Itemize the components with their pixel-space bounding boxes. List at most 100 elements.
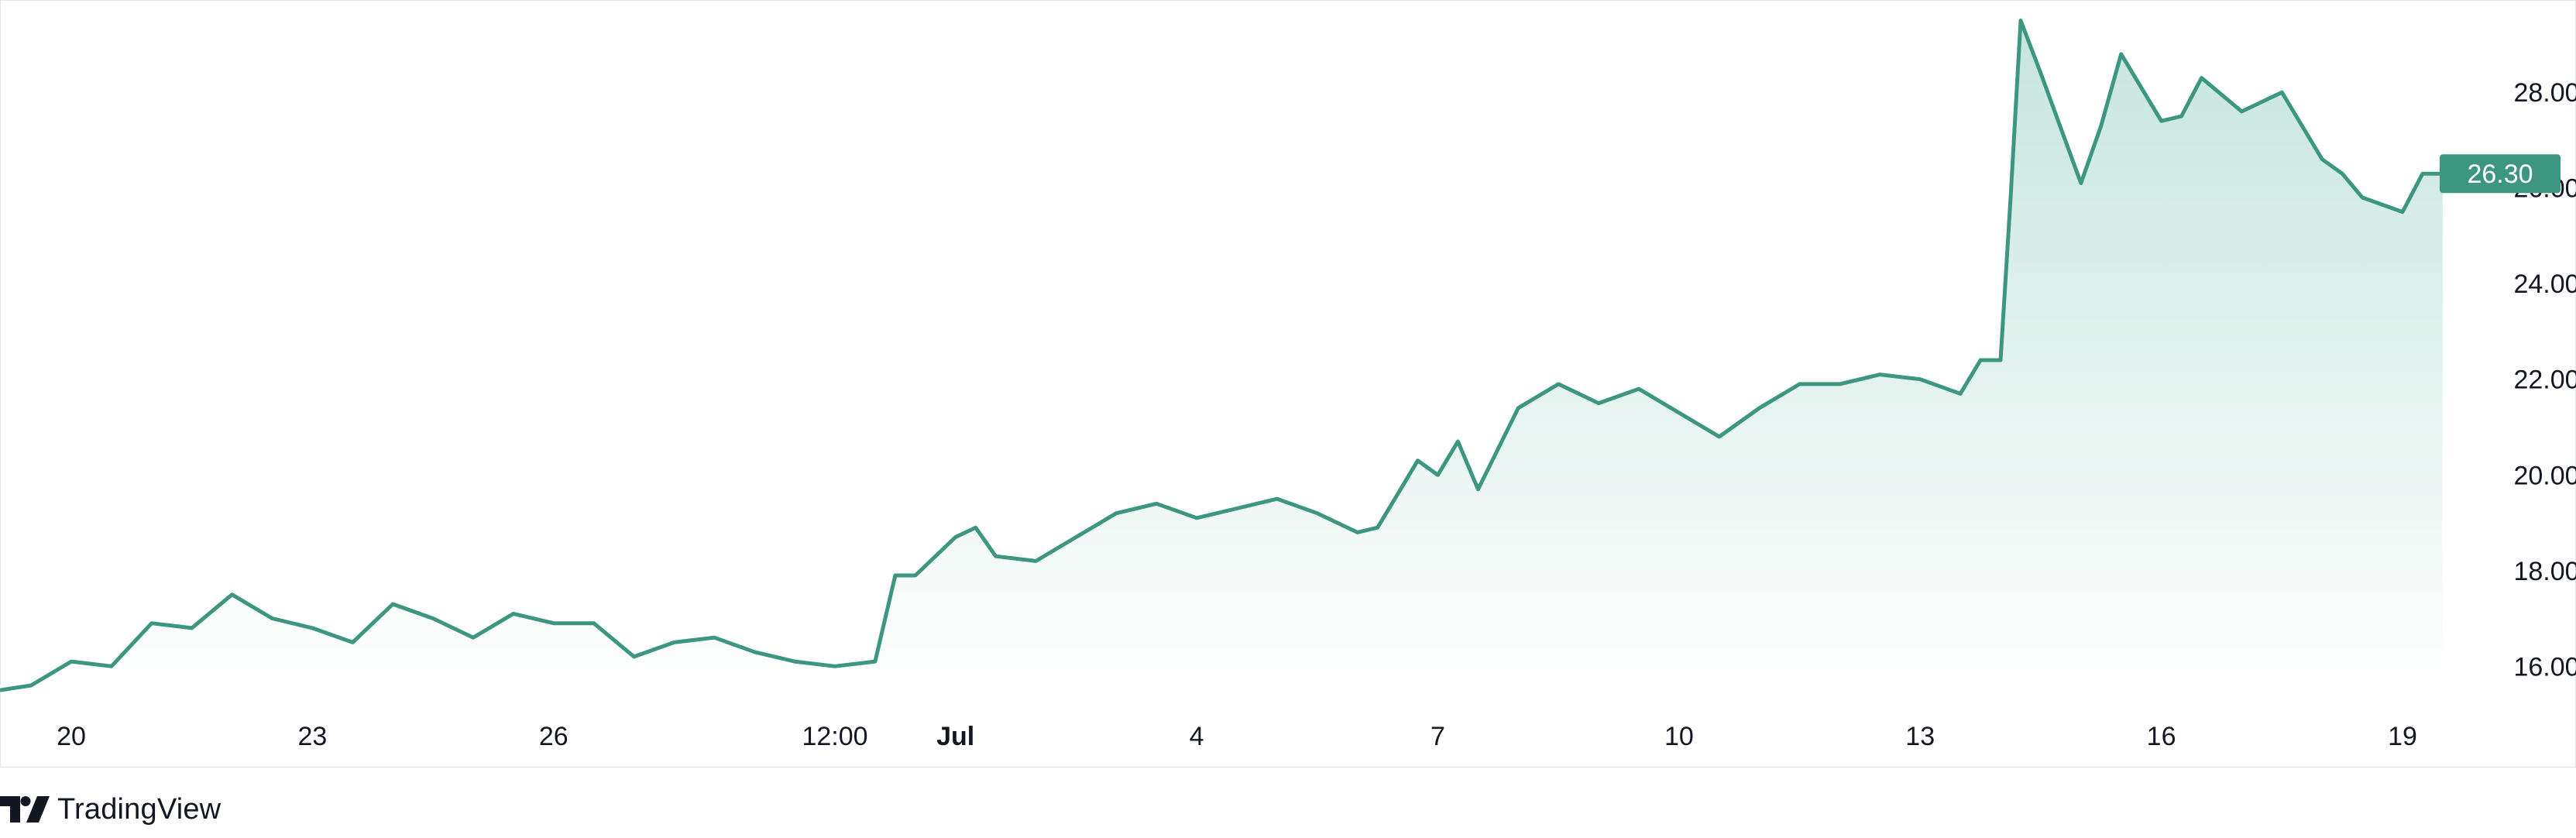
- data-point: [632, 654, 637, 659]
- x-tick-label: 19: [2388, 722, 2417, 751]
- data-point: [1073, 535, 1078, 540]
- y-tick-label: 16.00: [2513, 652, 2576, 682]
- data-point: [149, 621, 154, 626]
- data-point: [1998, 358, 2003, 362]
- data-point: [1114, 511, 1118, 516]
- data-point: [551, 621, 556, 626]
- data-point: [1235, 507, 1239, 511]
- area-fill: [0, 20, 2443, 691]
- data-point: [1918, 377, 1922, 382]
- data-point: [2400, 210, 2405, 215]
- data-point: [873, 659, 878, 664]
- data-point: [953, 535, 958, 540]
- data-point: [511, 611, 516, 616]
- tradingview-logo-icon: [0, 796, 50, 823]
- data-point: [109, 664, 114, 668]
- data-point: [2200, 76, 2204, 81]
- data-point: [1315, 511, 1320, 516]
- last-price-badge: [2440, 154, 2561, 194]
- data-point: [2239, 109, 2244, 114]
- data-point: [1154, 501, 1159, 506]
- data-point: [2420, 171, 2425, 176]
- data-point: [1556, 382, 1561, 386]
- data-point: [974, 525, 978, 530]
- data-point: [471, 635, 476, 640]
- x-tick-label: 20: [57, 722, 86, 751]
- brand-name: TradingView: [57, 792, 222, 826]
- data-point: [69, 659, 74, 664]
- data-point: [592, 621, 596, 626]
- time-axis[interactable]: 20 23 26 12:00 Jul 4 7 10 13 16 19: [57, 722, 2417, 751]
- data-point: [2119, 52, 2124, 57]
- data-point: [2008, 195, 2013, 200]
- data-point: [230, 592, 235, 597]
- data-point: [913, 573, 918, 578]
- data-point: [2099, 123, 2104, 128]
- data-point: [1376, 525, 1380, 530]
- data-point: [1194, 516, 1199, 520]
- data-point: [2360, 195, 2365, 200]
- data-point: [1677, 410, 1681, 415]
- data-point: [1034, 558, 1039, 563]
- data-point: [390, 602, 395, 606]
- data-point: [2018, 19, 2023, 23]
- data-point: [994, 554, 998, 558]
- data-point: [190, 626, 194, 630]
- x-tick-label: 23: [297, 722, 327, 751]
- data-point: [1475, 487, 1480, 492]
- x-tick-label: 13: [1905, 722, 1935, 751]
- y-tick-label: 20.00: [2513, 461, 2576, 490]
- data-point: [1455, 439, 1460, 444]
- data-point: [1416, 458, 1420, 463]
- series-line-layer: [0, 19, 2443, 692]
- data-point: [1757, 406, 1762, 410]
- data-point: [29, 683, 33, 688]
- data-point: [350, 640, 355, 644]
- data-point: [893, 573, 898, 578]
- data-point: [2179, 114, 2184, 118]
- last-price-value: 26.30: [2467, 160, 2533, 189]
- data-point: [2159, 118, 2164, 123]
- data-point: [1637, 386, 1641, 391]
- last-price-label: 26.30: [2440, 154, 2561, 194]
- data-point: [310, 626, 314, 630]
- data-point: [2340, 171, 2344, 176]
- data-point: [1877, 373, 1882, 377]
- data-point: [1396, 492, 1400, 496]
- data-point: [1798, 382, 1802, 386]
- area-fill-layer: [0, 20, 2443, 691]
- data-point: [2079, 181, 2083, 186]
- y-tick-label: 18.00: [2513, 557, 2576, 586]
- data-point: [1958, 391, 1963, 396]
- x-tick-label: 26: [539, 722, 568, 751]
- data-point: [1596, 401, 1601, 406]
- x-tick-label: Jul: [936, 722, 974, 751]
- y-tick-label: 22.00: [2513, 366, 2576, 395]
- y-tick-label: 28.00: [2513, 78, 2576, 108]
- data-point: [431, 616, 435, 621]
- data-point: [1275, 496, 1279, 501]
- x-tick-label: 12:00: [802, 722, 867, 751]
- x-tick-label: 4: [1190, 722, 1204, 751]
- data-point: [1978, 358, 1983, 362]
- data-point: [712, 635, 716, 640]
- x-tick-label: 7: [1431, 722, 1445, 751]
- data-point: [833, 664, 837, 668]
- x-tick-label: 16: [2147, 722, 2176, 751]
- data-point: [752, 650, 757, 654]
- data-point: [2279, 90, 2284, 94]
- data-point: [270, 616, 275, 621]
- data-point: [2320, 157, 2324, 162]
- series-line: [0, 19, 2443, 692]
- data-point: [1837, 382, 1842, 386]
- x-tick-label: 10: [1664, 722, 1694, 751]
- data-point: [2038, 71, 2043, 76]
- tradingview-brand[interactable]: TradingView: [0, 790, 221, 829]
- data-point: [1516, 406, 1520, 410]
- data-point: [671, 640, 676, 644]
- data-point: [1436, 472, 1441, 477]
- data-point: [1717, 434, 1722, 439]
- data-point: [1355, 530, 1360, 534]
